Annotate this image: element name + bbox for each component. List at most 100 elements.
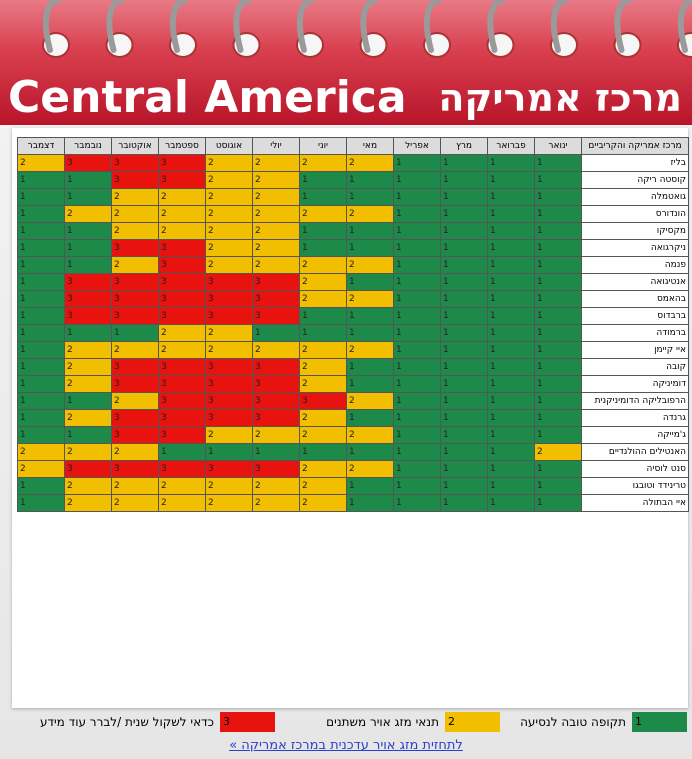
month-rating: 2 <box>64 205 112 223</box>
month-rating: 1 <box>487 154 535 172</box>
month-rating: 1 <box>534 426 582 444</box>
month-rating: 2 <box>64 341 112 359</box>
month-rating: 3 <box>64 290 112 308</box>
month-rating: 2 <box>346 426 394 444</box>
month-rating: 1 <box>487 171 535 189</box>
month-rating: 1 <box>440 205 488 223</box>
month-rating: 2 <box>205 239 253 257</box>
month-rating: 1 <box>487 443 535 461</box>
month-rating: 2 <box>158 205 206 223</box>
month-rating: 1 <box>534 239 582 257</box>
month-rating: 1 <box>393 239 441 257</box>
month-rating: 3 <box>111 239 159 257</box>
month-rating: 3 <box>111 358 159 376</box>
country-name: גרנדה <box>581 409 689 427</box>
month-rating: 3 <box>158 460 206 478</box>
month-rating: 1 <box>534 409 582 427</box>
table-row: טרינידד וטובגו 1 1 1 1 1 2 2 2 2 2 2 1 <box>17 477 689 495</box>
month-rating: 1 <box>158 443 206 461</box>
table-row: מקסיקו 1 1 1 1 1 1 2 2 2 2 1 1 <box>17 222 689 240</box>
month-rating: 2 <box>205 222 253 240</box>
month-rating: 2 <box>299 358 347 376</box>
month-rating: 1 <box>440 426 488 444</box>
table-row: בהאמס 1 1 1 1 2 2 3 3 3 3 3 1 <box>17 290 689 308</box>
ring-wire <box>550 0 569 53</box>
month-rating: 3 <box>252 375 300 393</box>
month-rating: 1 <box>487 273 535 291</box>
month-rating: 1 <box>17 256 65 274</box>
month-rating: 2 <box>252 477 300 495</box>
country-name: בהאמס <box>581 290 689 308</box>
month-rating: 1 <box>534 324 582 342</box>
month-rating: 2 <box>158 341 206 359</box>
legend-label: כדאי לשקול שנית /לברר עוד מידע <box>39 715 214 729</box>
month-rating: 1 <box>487 477 535 495</box>
month-rating: 1 <box>64 426 112 444</box>
month-rating: 1 <box>440 256 488 274</box>
month-rating: 1 <box>440 307 488 325</box>
month-rating: 2 <box>299 205 347 223</box>
month-rating: 3 <box>205 375 253 393</box>
forecast-link[interactable]: לתחזית מזג אויר עדכנית במרכז אמריקה » <box>229 738 463 753</box>
country-name: דומיניקה <box>581 375 689 393</box>
month-rating: 3 <box>158 256 206 274</box>
month-rating: 2 <box>158 222 206 240</box>
month-rating: 2 <box>64 443 112 461</box>
month-rating: 2 <box>64 358 112 376</box>
month-rating: 1 <box>440 154 488 172</box>
country-name: איי הבתולה <box>581 494 689 512</box>
month-rating: 2 <box>299 426 347 444</box>
month-rating: 1 <box>17 239 65 257</box>
month-rating: 1 <box>346 188 394 206</box>
table-row: פנמה 1 1 1 1 2 2 2 2 3 2 1 1 <box>17 256 689 274</box>
month-rating: 2 <box>111 477 159 495</box>
country-name: ברבדוס <box>581 307 689 325</box>
month-rating: 3 <box>205 392 253 410</box>
month-rating: 3 <box>64 307 112 325</box>
month-rating: 1 <box>534 256 582 274</box>
table-row: סנט לוסיה 1 1 1 1 2 2 3 3 3 3 3 2 <box>17 460 689 478</box>
month-rating: 1 <box>17 273 65 291</box>
legend-swatch: 2 <box>445 712 500 732</box>
country-name: ניקרגואה <box>581 239 689 257</box>
ring-wire <box>360 0 379 53</box>
month-rating: 3 <box>111 375 159 393</box>
month-rating: 2 <box>252 171 300 189</box>
country-name: ברמודה <box>581 324 689 342</box>
month-rating: 2 <box>111 341 159 359</box>
month-rating: 2 <box>158 324 206 342</box>
month-rating: 1 <box>534 290 582 308</box>
month-rating: 2 <box>17 460 65 478</box>
month-rating: 1 <box>487 341 535 359</box>
month-rating: 1 <box>299 324 347 342</box>
month-rating: 3 <box>205 358 253 376</box>
month-rating: 2 <box>299 409 347 427</box>
month-rating: 2 <box>64 477 112 495</box>
month-rating: 1 <box>440 460 488 478</box>
month-rating: 2 <box>205 426 253 444</box>
month-rating: 1 <box>534 358 582 376</box>
month-rating: 2 <box>346 392 394 410</box>
country-name: בליז <box>581 154 689 172</box>
month-rating: 1 <box>299 443 347 461</box>
month-rating: 2 <box>17 443 65 461</box>
month-rating: 1 <box>17 392 65 410</box>
header-band <box>0 0 692 125</box>
month-rating: 3 <box>252 273 300 291</box>
ring-wire <box>233 0 252 53</box>
month-rating: 1 <box>487 222 535 240</box>
month-rating: 1 <box>534 273 582 291</box>
month-rating: 2 <box>205 188 253 206</box>
month-rating: 2 <box>252 341 300 359</box>
month-rating: 2 <box>299 375 347 393</box>
binder-rings <box>42 0 692 58</box>
month-rating: 1 <box>534 171 582 189</box>
month-rating: 1 <box>299 171 347 189</box>
month-rating: 1 <box>487 205 535 223</box>
legend-label: תנאי מזג אויר משתנים <box>326 715 439 729</box>
month-rating: 3 <box>158 307 206 325</box>
table-row: גרנדה 1 1 1 1 1 2 3 3 3 3 2 1 <box>17 409 689 427</box>
month-rating: 1 <box>534 341 582 359</box>
title-he: מרכז אמריקה <box>438 76 682 120</box>
